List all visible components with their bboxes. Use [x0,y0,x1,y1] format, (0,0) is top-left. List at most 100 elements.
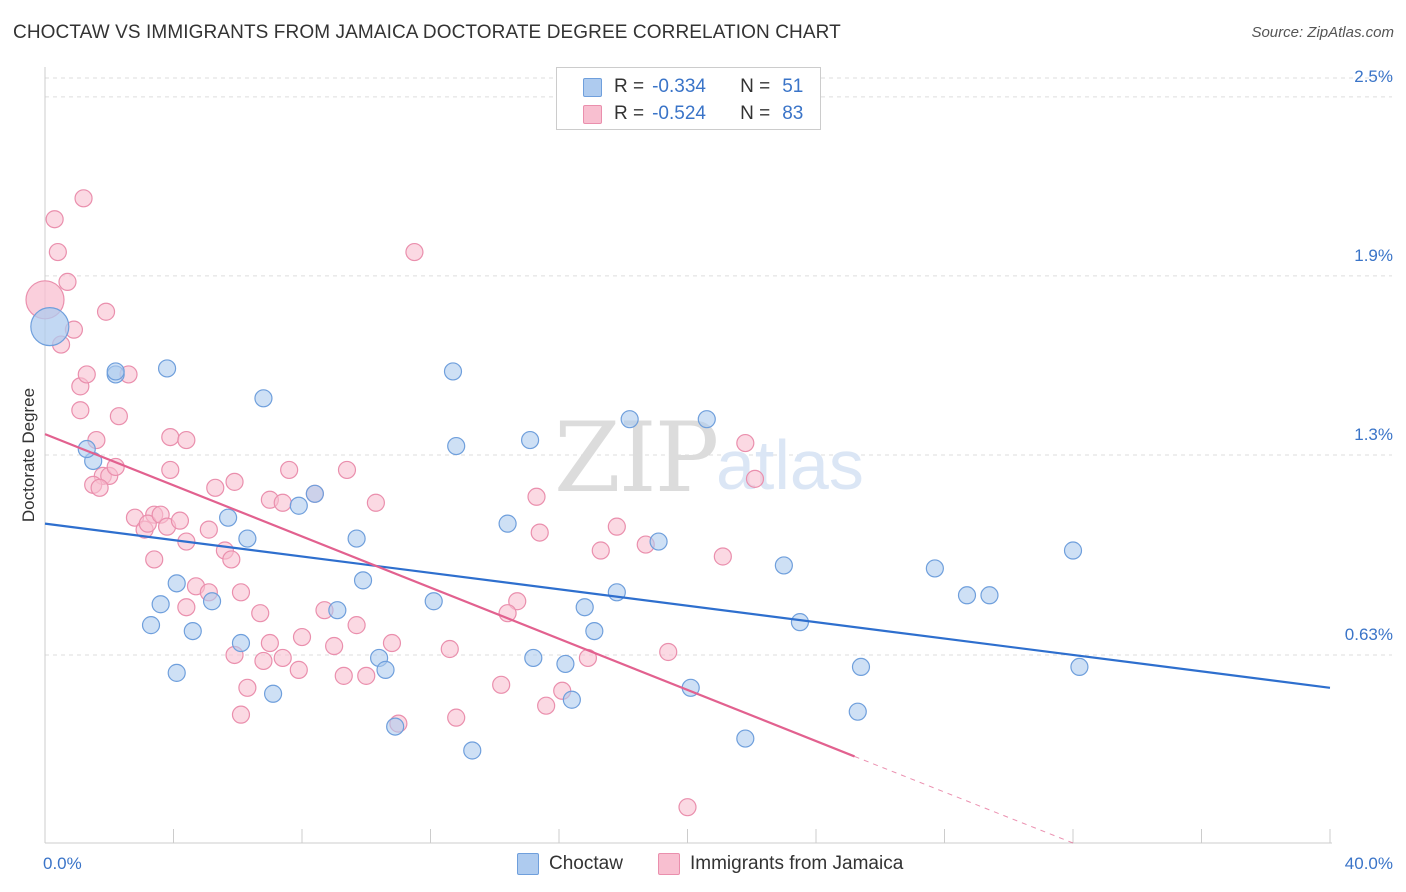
jamaica-point [347,616,366,635]
jamaica-point [745,469,765,488]
jamaica-point [260,633,279,653]
stats-legend: R = -0.334 N = 51 R = -0.524 N = 83 [556,67,821,130]
jamaica-point [440,639,459,659]
choctaw-point [463,741,482,760]
choctaw-point [774,556,793,575]
legend-n-label: N = [740,76,771,97]
source-label: Source: ZipAtlas.com [1251,24,1394,41]
choctaw-point [305,484,324,503]
choctaw-point [231,633,251,653]
choctaw-point [562,690,581,709]
choctaw-point [848,702,867,721]
choctaw-point [524,648,543,668]
jamaica-point [289,660,308,679]
jamaica-point [145,550,164,569]
choctaw-point [376,660,395,679]
tick-labels: 0.63% 1.3% 1.9% 2.5% 0.0% 40.0% [43,67,1393,873]
choctaw-point [957,586,977,605]
jamaica-point [537,696,556,715]
choctaw-point [620,410,639,429]
choctaw-point [30,307,70,347]
choctaw-point [424,592,443,611]
x-tick-label-min: 0.0% [43,854,82,873]
choctaw-point [353,571,373,590]
jamaica-legend-label: Immigrants from Jamaica [690,853,904,874]
jamaica-point [659,642,678,662]
jamaica-point [231,583,251,602]
axis-layer [44,67,1332,844]
jamaica-point [405,242,424,262]
jamaica-trend-line [44,433,855,758]
jamaica-point [161,460,180,480]
choctaw-point [520,430,540,450]
choctaw-point [443,362,463,381]
choctaw-point [219,508,238,527]
legend-n-value: 83 [782,103,804,124]
choctaw-trend-line [44,522,1331,689]
choctaw-point [106,362,125,381]
choctaw-point [289,496,308,515]
bottom-legend-choctaw: Choctaw [517,851,623,877]
choctaw-point [386,717,405,736]
jamaica-point [206,478,225,497]
jamaica-legend-swatch [658,853,680,875]
choctaw-point [649,532,668,551]
choctaw-point [238,529,257,548]
jamaica-point [280,460,299,480]
jamaica-point [530,523,549,542]
legend-r-label: R = [614,76,645,97]
choctaw-point [347,529,366,548]
jamaica-point [96,302,116,321]
jamaica-point [170,511,190,530]
jamaica-trend-extension [854,755,1074,844]
choctaw-legend-label: Choctaw [549,853,623,874]
jamaica-point [607,517,626,536]
choctaw-point [202,592,222,611]
legend-r-label: R = [614,103,645,124]
jamaica-point [58,272,77,291]
choctaw-point [151,595,170,614]
jamaica-point [254,651,273,671]
y-tick-label: 1.9% [1354,246,1393,265]
choctaw-point [183,621,202,641]
choctaw-point [556,654,575,674]
legend-n-label: N = [740,103,771,124]
jamaica-point [382,633,402,653]
jamaica-point [90,478,109,497]
choctaw-point [980,586,999,605]
jamaica-point [591,541,610,560]
choctaw-legend-swatch [517,853,539,875]
legend-n-value: 51 [782,76,804,97]
jamaica-point [325,636,344,656]
chart-title: CHOCTAW VS IMMIGRANTS FROM JAMAICA DOCTO… [13,22,841,43]
choctaw-point [498,514,517,533]
jamaica-point [138,514,157,533]
jamaica-point [337,460,357,480]
jamaica-point [251,604,270,623]
choctaw-point [141,616,161,635]
jamaica-point [45,210,64,229]
jamaica-point [527,487,546,506]
choctaw-point [167,663,186,682]
jamaica-point [199,520,218,539]
jamaica-point [109,407,128,426]
jamaica-point [292,627,312,647]
series-choctaw-points [30,307,1089,760]
choctaw-swatch [583,77,602,97]
choctaw-point [697,410,716,429]
jamaica-point [508,592,527,611]
jamaica-point [736,433,755,453]
legend-r-value: -0.334 [652,76,706,97]
bottom-legend-jamaica: Immigrants from Jamaica [658,851,903,877]
choctaw-point [157,359,177,378]
choctaw-point [736,729,755,748]
jamaica-point [77,365,96,384]
jamaica-point [447,708,466,727]
choctaw-point [447,436,466,456]
jamaica-point [713,547,732,566]
jamaica-point [177,430,196,450]
choctaw-point [851,657,871,677]
legend-r-value: -0.524 [652,103,706,124]
jamaica-point [238,678,257,697]
